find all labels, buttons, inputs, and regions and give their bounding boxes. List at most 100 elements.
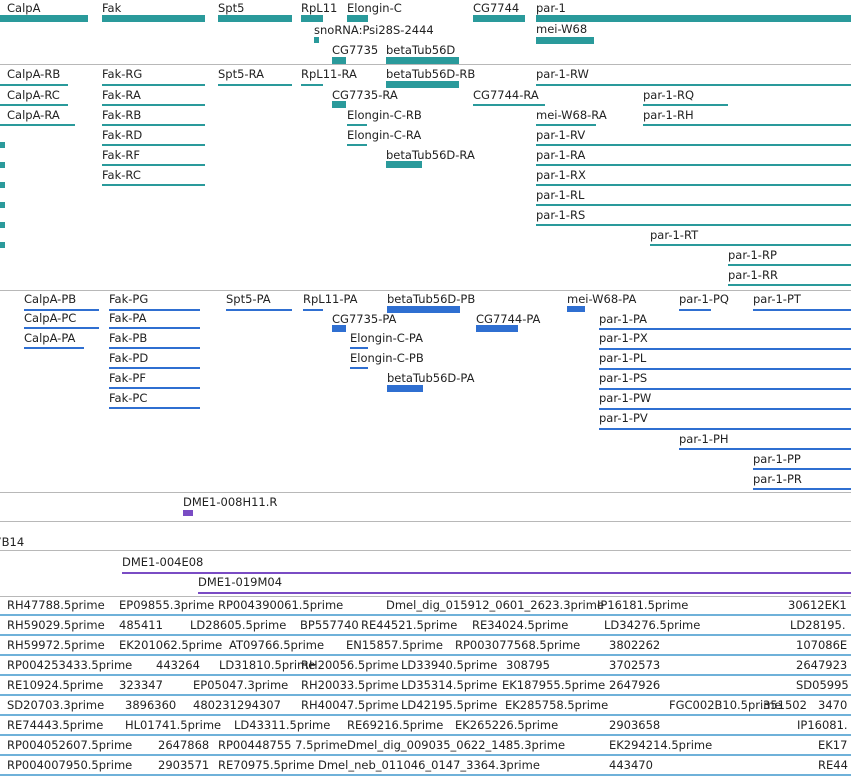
protein-feature[interactable] [679, 448, 851, 450]
transcript-label[interactable]: par-1-RA [536, 148, 586, 162]
est-label[interactable]: EK201062.5prime [119, 638, 223, 652]
transcript-feature[interactable] [536, 164, 851, 166]
transcript-label[interactable]: par-1-RW [536, 67, 589, 81]
transcript-feature[interactable] [102, 104, 205, 106]
protein-feature[interactable] [387, 385, 423, 392]
protein-label[interactable]: par-1-PQ [679, 292, 729, 306]
transcript-label[interactable]: par-1-RT [650, 228, 699, 242]
gene-label[interactable]: snoRNA:Psi28S-2444 [314, 23, 434, 37]
transcript-feature[interactable] [102, 164, 205, 166]
protein-feature[interactable] [599, 428, 851, 430]
est-label[interactable]: LD34276.5prime [604, 618, 701, 632]
gene-label[interactable]: par-1 [536, 1, 566, 15]
protein-label[interactable]: par-1-PW [599, 391, 652, 405]
protein-label[interactable]: par-1-PV [599, 411, 648, 425]
protein-label[interactable]: Fak-PG [109, 292, 149, 306]
transcript-label[interactable]: par-1-RV [536, 128, 586, 142]
protein-feature[interactable] [387, 306, 460, 313]
transcript-label[interactable]: Elongin-C-RA [347, 128, 422, 142]
est-label[interactable]: HL01741.5prime [125, 718, 222, 732]
est-label[interactable]: 2647923 [796, 658, 848, 672]
est-label[interactable]: 351502 [763, 698, 807, 712]
protein-feature[interactable] [350, 367, 368, 369]
est-label[interactable]: RH59972.5prime [7, 638, 105, 652]
transcript-feature[interactable] [0, 142, 5, 148]
protein-feature[interactable] [226, 309, 292, 311]
protein-label[interactable]: par-1-PL [599, 351, 647, 365]
protein-feature[interactable] [24, 327, 99, 329]
protein-label[interactable]: Fak-PA [109, 311, 147, 325]
protein-label[interactable]: RpL11-PA [303, 292, 358, 306]
est-label[interactable]: RH47788.5prime [7, 598, 105, 612]
protein-label[interactable]: mei-W68-PA [567, 292, 637, 306]
transcript-feature[interactable] [536, 204, 851, 206]
est-label[interactable]: EK285758.5prime [505, 698, 609, 712]
protein-feature[interactable] [599, 388, 851, 390]
est-label[interactable]: 485411 [119, 618, 163, 632]
est-feature[interactable] [0, 734, 851, 736]
est-label[interactable]: Dmel_dig_015912_0601_2623.3prime [386, 598, 605, 612]
transcript-feature[interactable] [643, 104, 728, 106]
est-label[interactable]: RE70975.5prime [218, 758, 315, 772]
transcript-feature[interactable] [536, 184, 851, 186]
protein-label[interactable]: CG7744-PA [476, 312, 541, 326]
est-label[interactable]: RP004052607.5prime [7, 738, 133, 752]
est-label[interactable]: LD35314.5prime [401, 678, 498, 692]
transcript-label[interactable]: betaTub56D-RA [386, 148, 475, 162]
transcript-feature[interactable] [536, 84, 851, 86]
est-label[interactable]: 443264 [156, 658, 200, 672]
gene-feature[interactable] [347, 15, 368, 22]
gene-feature[interactable] [386, 57, 459, 64]
transcript-label[interactable]: CalpA-RC [7, 88, 60, 102]
est-label[interactable]: EP09855.3prime [119, 598, 215, 612]
est-label[interactable]: EK265226.5prime [455, 718, 559, 732]
gene-feature[interactable] [314, 37, 319, 43]
transcript-feature[interactable] [536, 144, 851, 146]
protein-feature[interactable] [599, 328, 851, 330]
protein-label[interactable]: Fak-PB [109, 331, 148, 345]
est-label[interactable]: EK294214.5prime [609, 738, 713, 752]
est-label[interactable]: IP16181.5prime [597, 598, 689, 612]
protein-label[interactable]: par-1-PA [599, 312, 648, 326]
est-label[interactable]: RE69216.5prime [347, 718, 444, 732]
est-label[interactable]: RE74443.5prime [7, 718, 104, 732]
clone-end-label[interactable]: DME1-008H11.R [183, 495, 278, 509]
protein-feature[interactable] [303, 309, 323, 311]
est-label[interactable]: RE34024.5prime [472, 618, 569, 632]
protein-feature[interactable] [109, 309, 200, 311]
est-label[interactable]: LD42195.5prime [401, 698, 498, 712]
bac-label[interactable]: DME1-004E08 [122, 555, 204, 569]
est-label[interactable]: 308795 [506, 658, 550, 672]
protein-feature[interactable] [599, 368, 851, 370]
transcript-label[interactable]: par-1-RS [536, 208, 586, 222]
protein-feature[interactable] [599, 408, 851, 410]
protein-feature[interactable] [476, 325, 518, 332]
transcript-feature[interactable] [728, 284, 851, 286]
est-label[interactable]: RH20033.5prime [301, 678, 399, 692]
gene-feature[interactable] [536, 37, 594, 44]
transcript-label[interactable]: mei-W68-RA [536, 108, 607, 122]
est-label[interactable]: RH20056.5prime [301, 658, 399, 672]
bac-label[interactable]: DME1-019M04 [198, 575, 283, 589]
protein-feature[interactable] [24, 309, 99, 311]
transcript-feature[interactable] [347, 124, 367, 126]
transcript-feature[interactable] [0, 104, 68, 106]
est-label[interactable]: 3896360 [125, 698, 177, 712]
protein-feature[interactable] [679, 309, 711, 311]
est-label[interactable]: RH40047.5prime [301, 698, 399, 712]
bac-feature[interactable] [198, 592, 851, 594]
protein-feature[interactable] [599, 348, 851, 350]
est-feature[interactable] [0, 754, 851, 756]
est-label[interactable]: 294307 [237, 698, 281, 712]
transcript-label[interactable]: CG7744-RA [473, 88, 539, 102]
protein-label[interactable]: Fak-PD [109, 351, 149, 365]
est-feature[interactable] [0, 654, 851, 656]
transcript-label[interactable]: CalpA-RB [7, 67, 61, 81]
est-label[interactable]: RE44521.5prime [361, 618, 458, 632]
est-label[interactable]: RP003077568.5prime [455, 638, 581, 652]
est-label[interactable]: Dmel_dig_009035_0622_1485.3prime [347, 738, 566, 752]
est-label[interactable]: 30612EK1 [788, 598, 847, 612]
protein-feature[interactable] [109, 387, 200, 389]
est-label[interactable]: LD33940.5prime [401, 658, 498, 672]
clone-end-feature[interactable] [183, 510, 193, 516]
